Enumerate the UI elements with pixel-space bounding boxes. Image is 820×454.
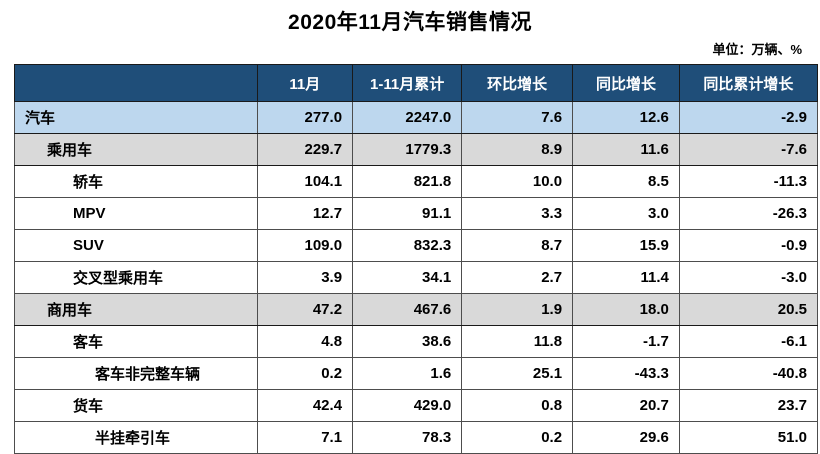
- header-cell-month: 11月: [256, 64, 354, 102]
- cell: 277.0: [256, 101, 354, 134]
- row-label: 乘用车: [14, 133, 258, 166]
- cell: 11.8: [461, 325, 574, 358]
- cell: -3.0: [678, 261, 819, 294]
- cell: 8.9: [461, 133, 574, 166]
- table-row: 客车非完整车辆 0.2 1.6 25.1 -43.3 -40.8: [14, 357, 819, 390]
- row-label: 客车: [14, 325, 258, 358]
- cell: 4.8: [256, 325, 354, 358]
- cell: 38.6: [352, 325, 463, 358]
- table-row: 乘用车 229.7 1779.3 8.9 11.6 -7.6: [14, 133, 819, 166]
- cell: 0.8: [461, 389, 574, 422]
- cell: 3.3: [461, 197, 574, 230]
- cell: -11.3: [678, 165, 819, 198]
- table-row: 商用车 47.2 467.6 1.9 18.0 20.5: [14, 293, 819, 326]
- table-row: 半挂牵引车 7.1 78.3 0.2 29.6 51.0: [14, 421, 819, 454]
- row-label: 货车: [14, 389, 258, 422]
- cell: 1.9: [461, 293, 574, 326]
- cell: -40.8: [678, 357, 819, 390]
- cell: 0.2: [256, 357, 354, 390]
- cell: 0.2: [461, 421, 574, 454]
- table-row: SUV 109.0 832.3 8.7 15.9 -0.9: [14, 229, 819, 262]
- cell: 12.7: [256, 197, 354, 230]
- page-title: 2020年11月汽车销售情况: [288, 11, 532, 34]
- cell: 10.0: [461, 165, 574, 198]
- cell: 3.0: [572, 197, 680, 230]
- cell: 11.6: [572, 133, 680, 166]
- cell: 12.6: [572, 101, 680, 134]
- row-label: MPV: [14, 197, 258, 230]
- cell: 467.6: [352, 293, 463, 326]
- cell: 25.1: [461, 357, 574, 390]
- table-row: 轿车 104.1 821.8 10.0 8.5 -11.3: [14, 165, 819, 198]
- table-header-row: 11月 1-11月累计 环比增长 同比增长 同比累计增长: [14, 64, 819, 102]
- table-row: 货车 42.4 429.0 0.8 20.7 23.7: [14, 389, 819, 422]
- cell: 20.5: [678, 293, 819, 326]
- cell: -6.1: [678, 325, 819, 358]
- cell: 15.9: [572, 229, 680, 262]
- cell: -7.6: [678, 133, 819, 166]
- row-label: SUV: [14, 229, 258, 262]
- header-cell-cumulative: 1-11月累计: [352, 64, 463, 102]
- cell: 20.7: [572, 389, 680, 422]
- cell: -2.9: [678, 101, 819, 134]
- table-row: 客车 4.8 38.6 11.8 -1.7 -6.1: [14, 325, 819, 358]
- cell: 3.9: [256, 261, 354, 294]
- cell: -0.9: [678, 229, 819, 262]
- sales-table: 11月 1-11月累计 环比增长 同比增长 同比累计增长 汽车 277.0 22…: [14, 64, 819, 454]
- table-row: MPV 12.7 91.1 3.3 3.0 -26.3: [14, 197, 819, 230]
- cell: 11.4: [572, 261, 680, 294]
- cell: 91.1: [352, 197, 463, 230]
- cell: 2247.0: [352, 101, 463, 134]
- cell: 229.7: [256, 133, 354, 166]
- cell: 821.8: [352, 165, 463, 198]
- cell: 1779.3: [352, 133, 463, 166]
- cell: 78.3: [352, 421, 463, 454]
- cell: -26.3: [678, 197, 819, 230]
- row-label: 半挂牵引车: [14, 421, 258, 454]
- row-label: 客车非完整车辆: [14, 357, 258, 390]
- cell: 1.6: [352, 357, 463, 390]
- row-label: 轿车: [14, 165, 258, 198]
- cell: 42.4: [256, 389, 354, 422]
- table-row: 汽车 277.0 2247.0 7.6 12.6 -2.9: [14, 101, 819, 134]
- header-cell-yoy-cum-growth: 同比累计增长: [678, 64, 819, 102]
- cell: 8.7: [461, 229, 574, 262]
- cell: 109.0: [256, 229, 354, 262]
- row-label: 汽车: [14, 101, 258, 134]
- header-cell-yoy-growth: 同比增长: [572, 64, 680, 102]
- cell: 7.1: [256, 421, 354, 454]
- cell: -1.7: [572, 325, 680, 358]
- cell: 429.0: [352, 389, 463, 422]
- cell: 34.1: [352, 261, 463, 294]
- cell: 7.6: [461, 101, 574, 134]
- cell: 51.0: [678, 421, 819, 454]
- row-label: 交叉型乘用车: [14, 261, 258, 294]
- cell: 47.2: [256, 293, 354, 326]
- header-cell-label: [14, 64, 258, 102]
- cell: -43.3: [572, 357, 680, 390]
- unit-note: 单位：万辆、%: [712, 42, 802, 57]
- cell: 832.3: [352, 229, 463, 262]
- cell: 2.7: [461, 261, 574, 294]
- row-label: 商用车: [14, 293, 258, 326]
- report-page: 2020年11月汽车销售情况 单位：万辆、% 11月 1-11月累计 环比增长 …: [0, 6, 820, 454]
- header-cell-mom-growth: 环比增长: [461, 64, 574, 102]
- cell: 18.0: [572, 293, 680, 326]
- cell: 29.6: [572, 421, 680, 454]
- cell: 8.5: [572, 165, 680, 198]
- table-row: 交叉型乘用车 3.9 34.1 2.7 11.4 -3.0: [14, 261, 819, 294]
- cell: 23.7: [678, 389, 819, 422]
- cell: 104.1: [256, 165, 354, 198]
